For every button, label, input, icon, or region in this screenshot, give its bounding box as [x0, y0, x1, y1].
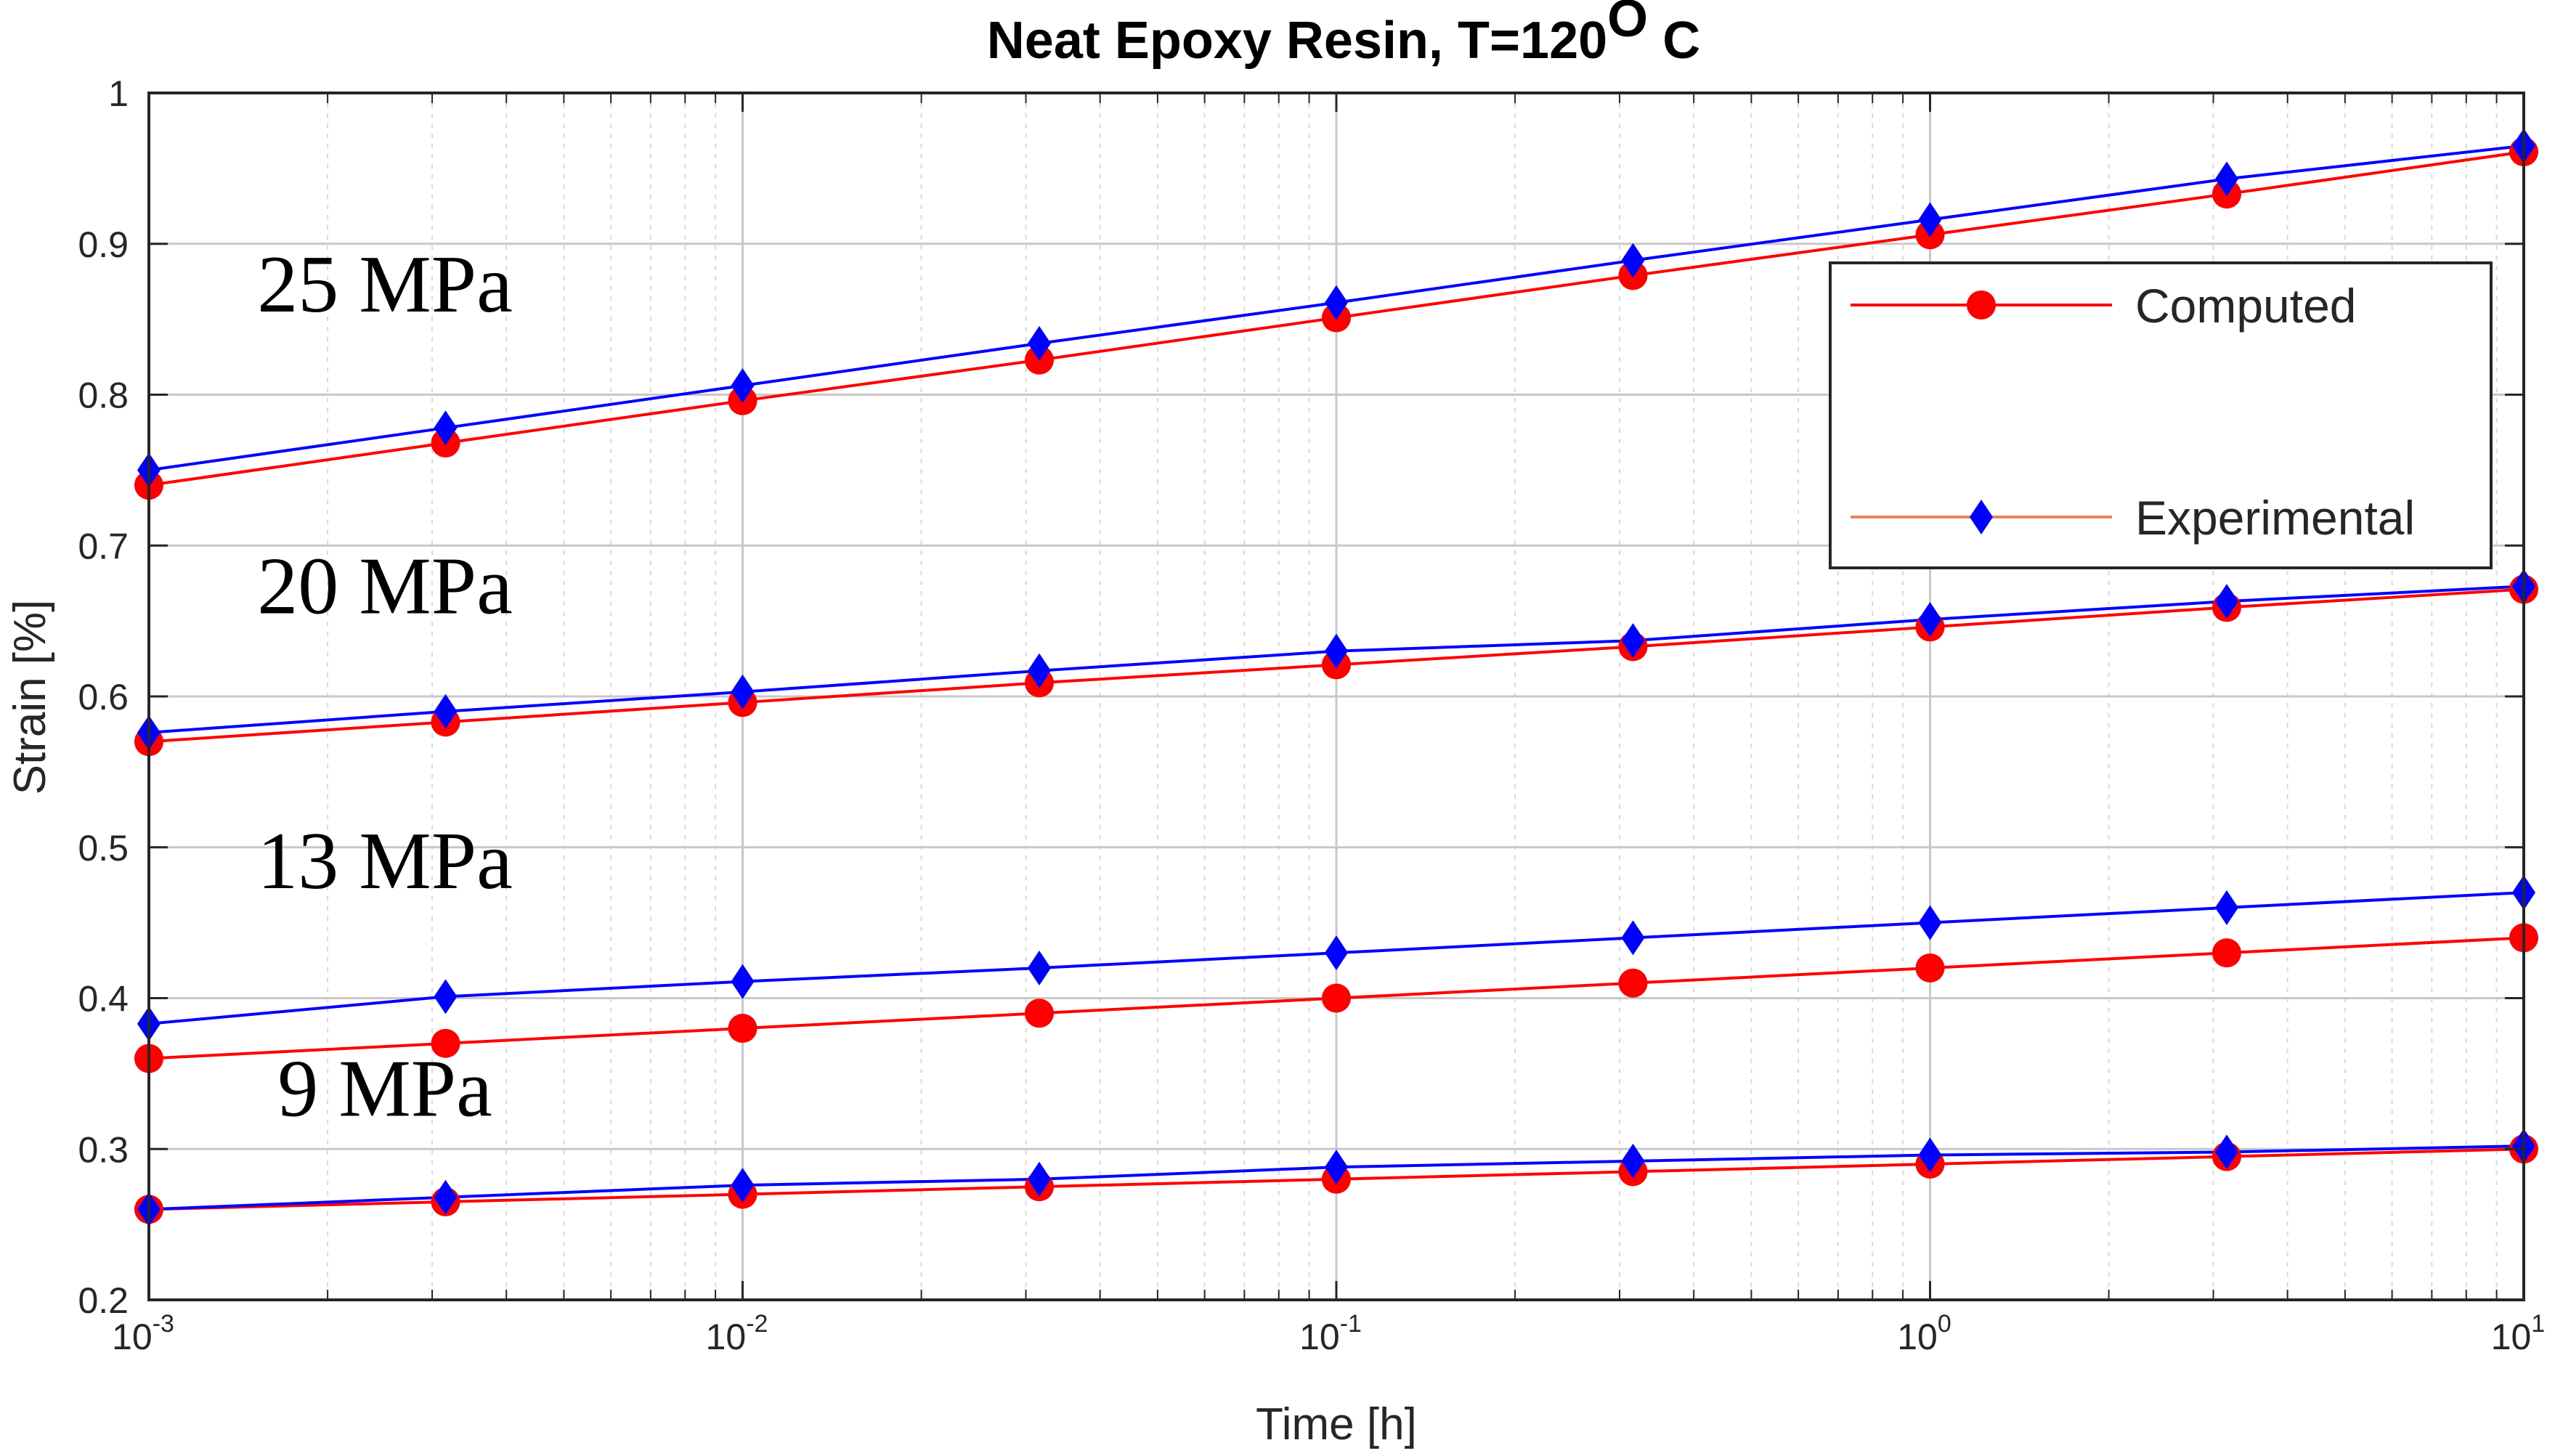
experimental-point [1325, 935, 1348, 971]
y-tick-label: 0.4 [78, 979, 129, 1020]
experimental-point [2214, 584, 2238, 619]
y-tick-label: 0.5 [78, 828, 129, 869]
experimental-point [1325, 1150, 1348, 1185]
legend-experimental-label: Experimental [2135, 491, 2415, 545]
experimental-point [1027, 1161, 1051, 1197]
x-tick-label: 100 [1897, 1310, 1951, 1357]
legend-experimental-marker [1970, 500, 1993, 534]
chart-title: Neat Epoxy Resin, T=120O C [987, 0, 1700, 70]
legend-computed-marker [1967, 290, 1996, 320]
y-tick-label: 0.7 [78, 526, 129, 566]
x-tick-label: 10-3 [112, 1310, 174, 1357]
experimental-point [731, 368, 755, 404]
stress-label: 13 MPa [257, 816, 513, 906]
y-tick-label: 0.3 [78, 1129, 129, 1170]
computed-point [728, 1014, 757, 1044]
stress-label: 25 MPa [257, 240, 513, 330]
experimental-point [1027, 653, 1051, 688]
x-tick-label: 10-2 [706, 1310, 768, 1357]
y-tick-label: 0.2 [78, 1280, 129, 1321]
legend-computed-label: Computed [2135, 279, 2357, 333]
experimental-point [731, 964, 755, 999]
experimental-point [1621, 1143, 1645, 1179]
experimental-point [1918, 602, 1942, 638]
experimental-point [1621, 243, 1645, 278]
experimental-point [1918, 1137, 1942, 1173]
stress-labels: 25 MPa 20 MPa 13 MPa 9 MPa [257, 240, 513, 1134]
experimental-point [434, 1179, 458, 1215]
y-axis-label: Strain [%] [5, 600, 55, 795]
x-tick-label: 10-1 [1299, 1310, 1362, 1357]
stress-label: 20 MPa [257, 542, 513, 632]
y-tick-label: 0.9 [78, 224, 129, 265]
experimental-point [1918, 202, 1942, 237]
experimental-point [1325, 285, 1348, 320]
computed-point [1024, 999, 1054, 1028]
experimental-point [1621, 920, 1645, 956]
computed-point [1915, 953, 1945, 983]
experimental-point [2214, 161, 2238, 197]
x-axis-label: Time [h] [1256, 1399, 1417, 1449]
experimental-point [434, 694, 458, 729]
y-tick-label: 0.6 [78, 677, 129, 717]
y-tick-label: 1 [108, 73, 129, 114]
experimental-point [1027, 325, 1051, 361]
experimental-point [434, 979, 458, 1014]
x-tick-label: 101 [2491, 1310, 2546, 1357]
computed-point [1618, 968, 1648, 998]
experimental-point [1325, 633, 1348, 669]
experimental-point [434, 410, 458, 446]
y-tick-label: 0.8 [78, 375, 129, 416]
experimental-point [731, 674, 755, 709]
experimental-point [2214, 1134, 2238, 1170]
experimental-point [2214, 890, 2238, 925]
legend: Computed Experimental [1829, 261, 2493, 569]
ticks: 10-3 10-2 10-1 100 101 0.2 0.3 0.4 0.5 0.6 0.7 0.8 0… [78, 73, 2545, 1357]
experimental-point [1918, 905, 1942, 940]
experimental-point [1621, 623, 1645, 659]
computed-point [431, 1028, 460, 1058]
stress-label: 9 MPa [277, 1044, 492, 1134]
experimental-point [731, 1168, 755, 1203]
computed-point [1322, 983, 1351, 1013]
experimental-point [1027, 950, 1051, 985]
computed-point [2211, 938, 2241, 968]
